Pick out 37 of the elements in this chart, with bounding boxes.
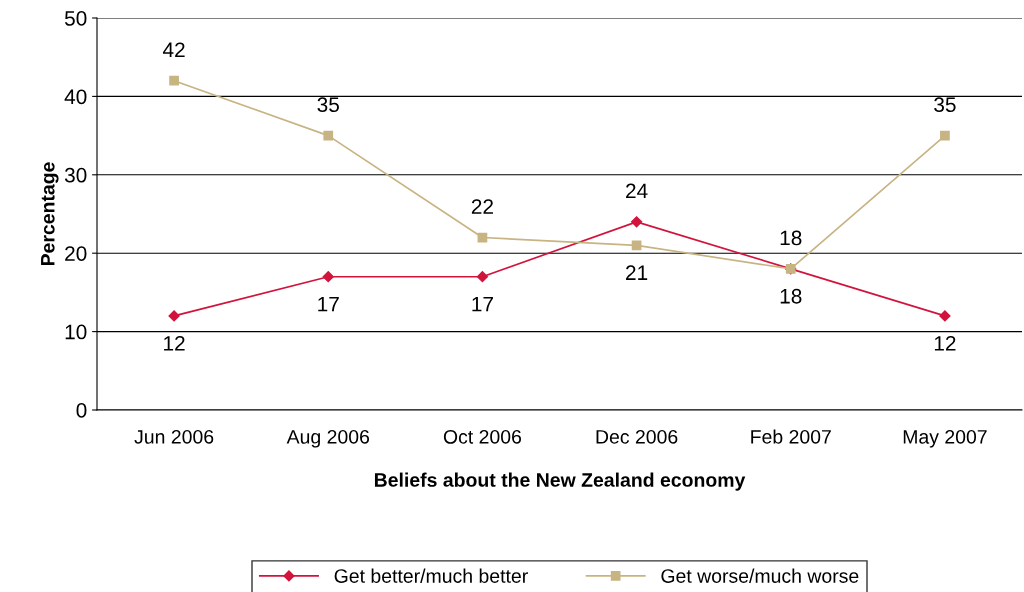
point xyxy=(631,240,642,251)
x-tick-label: Jun 2006 xyxy=(134,429,214,444)
point xyxy=(939,310,951,322)
y-tick-label: 10 xyxy=(65,324,87,340)
x-tick-label: May 2007 xyxy=(903,429,987,448)
point xyxy=(630,216,643,228)
point xyxy=(168,310,180,322)
point xyxy=(322,271,334,283)
point xyxy=(476,271,489,283)
y-tick-label: 40 xyxy=(64,89,87,105)
data-label: 35 xyxy=(934,97,956,113)
data-label: 21 xyxy=(626,265,648,280)
point xyxy=(323,130,334,141)
y-tick-label: 20 xyxy=(65,246,87,261)
data-label: 17 xyxy=(318,296,339,312)
x-tick-label: Oct 2006 xyxy=(443,429,522,444)
y-axis-title: Percentage xyxy=(41,162,59,266)
data-label: 22 xyxy=(471,199,493,214)
point xyxy=(169,75,179,86)
data-label: 24 xyxy=(626,183,648,199)
x-tick-label: Aug 2006 xyxy=(286,429,370,448)
x-tick-label: Dec 2006 xyxy=(596,429,678,444)
data-label: 18 xyxy=(780,230,802,246)
y-tick-label: 0 xyxy=(76,403,87,418)
legend-label: Get worse/much worse xyxy=(661,568,859,583)
legend-label: Get better/much better xyxy=(334,568,528,583)
x-tick-label: Feb 2007 xyxy=(751,429,831,444)
x-axis-title: Beliefs about the New Zealand economy xyxy=(374,472,746,491)
data-label: 12 xyxy=(934,335,956,351)
data-label: 18 xyxy=(780,288,802,304)
y-tick-label: 30 xyxy=(64,167,87,183)
data-label: 12 xyxy=(164,335,185,351)
y-tick-label: 50 xyxy=(64,11,87,26)
data-label: 17 xyxy=(472,296,493,312)
data-label: 42 xyxy=(162,42,185,57)
data-label: 35 xyxy=(317,97,339,113)
point xyxy=(940,130,950,141)
